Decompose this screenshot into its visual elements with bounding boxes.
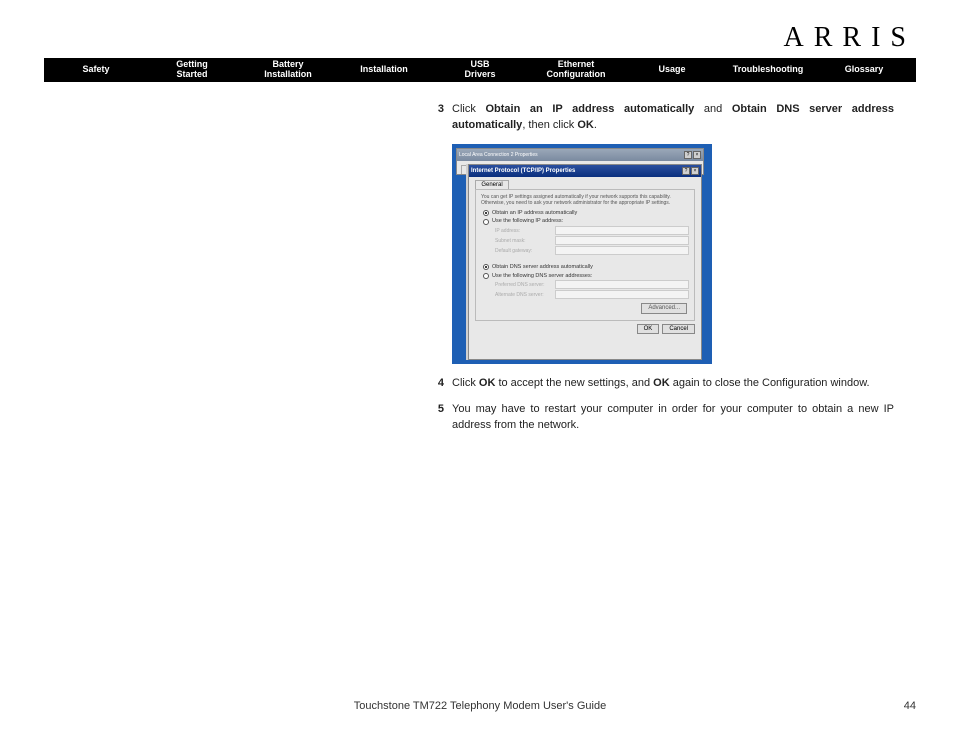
nav-troubleshooting[interactable]: Troubleshooting (720, 65, 816, 75)
inner-window-title: Internet Protocol (TCP/IP) Properties (471, 168, 575, 174)
radio-icon (483, 264, 489, 270)
nav-glossary[interactable]: Glossary (816, 65, 912, 75)
nav-installation[interactable]: Installation (336, 65, 432, 75)
text: and (694, 103, 732, 115)
ip-input[interactable] (555, 226, 689, 235)
step-5: 5 You may have to restart your computer … (432, 402, 894, 434)
nav-battery-installation[interactable]: Battery Installation (240, 60, 336, 80)
text: again to close the Configura­tion window… (670, 377, 870, 389)
radio-icon (483, 273, 489, 279)
step-4: 4 Click OK to accept the new settings, a… (432, 376, 894, 392)
field-label: Subnet mask: (495, 238, 555, 244)
page-footer: Touchstone TM722 Telephony Modem User's … (44, 700, 916, 712)
nav-getting-started[interactable]: Getting Started (144, 60, 240, 80)
window-buttons: ? × (682, 167, 699, 175)
gateway-input[interactable] (555, 246, 689, 255)
inner-body: General You can get IP settings assigned… (469, 177, 701, 339)
nav-safety[interactable]: Safety (48, 65, 144, 75)
text: Click (452, 377, 479, 389)
bold-text: OK (653, 377, 670, 389)
step-text: You may have to restart your computer in… (452, 402, 894, 434)
dialog-button-row: OK Cancel (475, 324, 695, 334)
text: , then click (522, 119, 577, 131)
field-ip-address: IP address: (495, 226, 689, 235)
pdns-input[interactable] (555, 280, 689, 289)
step-number: 4 (432, 376, 452, 392)
inner-tab-general[interactable]: General (475, 180, 509, 189)
radio-use-following-ip[interactable]: Use the following IP address: (483, 218, 689, 225)
step-text: Click Obtain an IP address automatically… (452, 102, 894, 134)
radio-obtain-dns-auto[interactable]: Obtain DNS server address automatically (483, 264, 689, 271)
radio-label: Obtain an IP address automatically (492, 210, 577, 217)
page: ARRIS Safety Getting Started Battery Ins… (0, 0, 954, 738)
footer-title: Touchstone TM722 Telephony Modem User's … (84, 700, 876, 712)
page-number: 44 (876, 700, 916, 712)
step-3: 3 Click Obtain an IP address automatical… (432, 102, 894, 134)
field-label: Preferred DNS server: (495, 282, 555, 288)
field-label: IP address: (495, 228, 555, 234)
radio-label: Use the following IP address: (492, 218, 563, 225)
adns-input[interactable] (555, 290, 689, 299)
close-icon[interactable]: × (693, 151, 701, 159)
panel-description: You can get IP settings assigned automat… (481, 194, 689, 206)
screenshot-dialog: Local Area Connection 2 Properties ? × G… (452, 144, 712, 364)
bold-text: OK (577, 119, 594, 131)
ok-button[interactable]: OK (637, 324, 660, 334)
outer-titlebar: Local Area Connection 2 Properties ? × (457, 149, 703, 161)
brand-logo: ARRIS (784, 22, 916, 54)
help-icon[interactable]: ? (684, 151, 692, 159)
bold-text: Obtain an IP address automatically (485, 103, 694, 115)
radio-label: Use the following DNS server addresses: (492, 273, 592, 280)
inner-window: Internet Protocol (TCP/IP) Properties ? … (468, 164, 702, 360)
nav-usage[interactable]: Usage (624, 65, 720, 75)
radio-icon (483, 219, 489, 225)
field-label: Alternate DNS server: (495, 292, 555, 298)
nav-usb-drivers[interactable]: USB Drivers (432, 60, 528, 80)
step-number: 3 (432, 102, 452, 134)
field-alternate-dns: Alternate DNS server: (495, 290, 689, 299)
field-default-gateway: Default gateway: (495, 246, 689, 255)
nav-bar: Safety Getting Started Battery Installat… (44, 58, 916, 82)
mask-input[interactable] (555, 236, 689, 245)
text: Click (452, 103, 485, 115)
close-icon[interactable]: × (691, 167, 699, 175)
radio-obtain-ip-auto[interactable]: Obtain an IP address automatically (483, 210, 689, 217)
advanced-button[interactable]: Advanced... (641, 303, 687, 314)
text: . (594, 119, 597, 131)
window-buttons: ? × (684, 151, 701, 159)
bold-text: OK (479, 377, 496, 389)
step-number: 5 (432, 402, 452, 434)
help-icon[interactable]: ? (682, 167, 690, 175)
inner-titlebar: Internet Protocol (TCP/IP) Properties ? … (469, 165, 701, 177)
content-area: 3 Click Obtain an IP address automatical… (432, 102, 894, 444)
nav-ethernet-configuration[interactable]: Ethernet Configuration (528, 60, 624, 80)
field-label: Default gateway: (495, 248, 555, 254)
field-preferred-dns: Preferred DNS server: (495, 280, 689, 289)
radio-label: Obtain DNS server address automatically (492, 264, 593, 271)
step-text: Click OK to accept the new settings, and… (452, 376, 894, 392)
cancel-button[interactable]: Cancel (662, 324, 695, 334)
field-subnet-mask: Subnet mask: (495, 236, 689, 245)
radio-icon (483, 210, 489, 216)
settings-panel: You can get IP settings assigned automat… (475, 189, 695, 322)
text: to accept the new settings, and (495, 377, 653, 389)
outer-window-title: Local Area Connection 2 Properties (459, 152, 538, 158)
radio-use-following-dns[interactable]: Use the following DNS server addresses: (483, 273, 689, 280)
